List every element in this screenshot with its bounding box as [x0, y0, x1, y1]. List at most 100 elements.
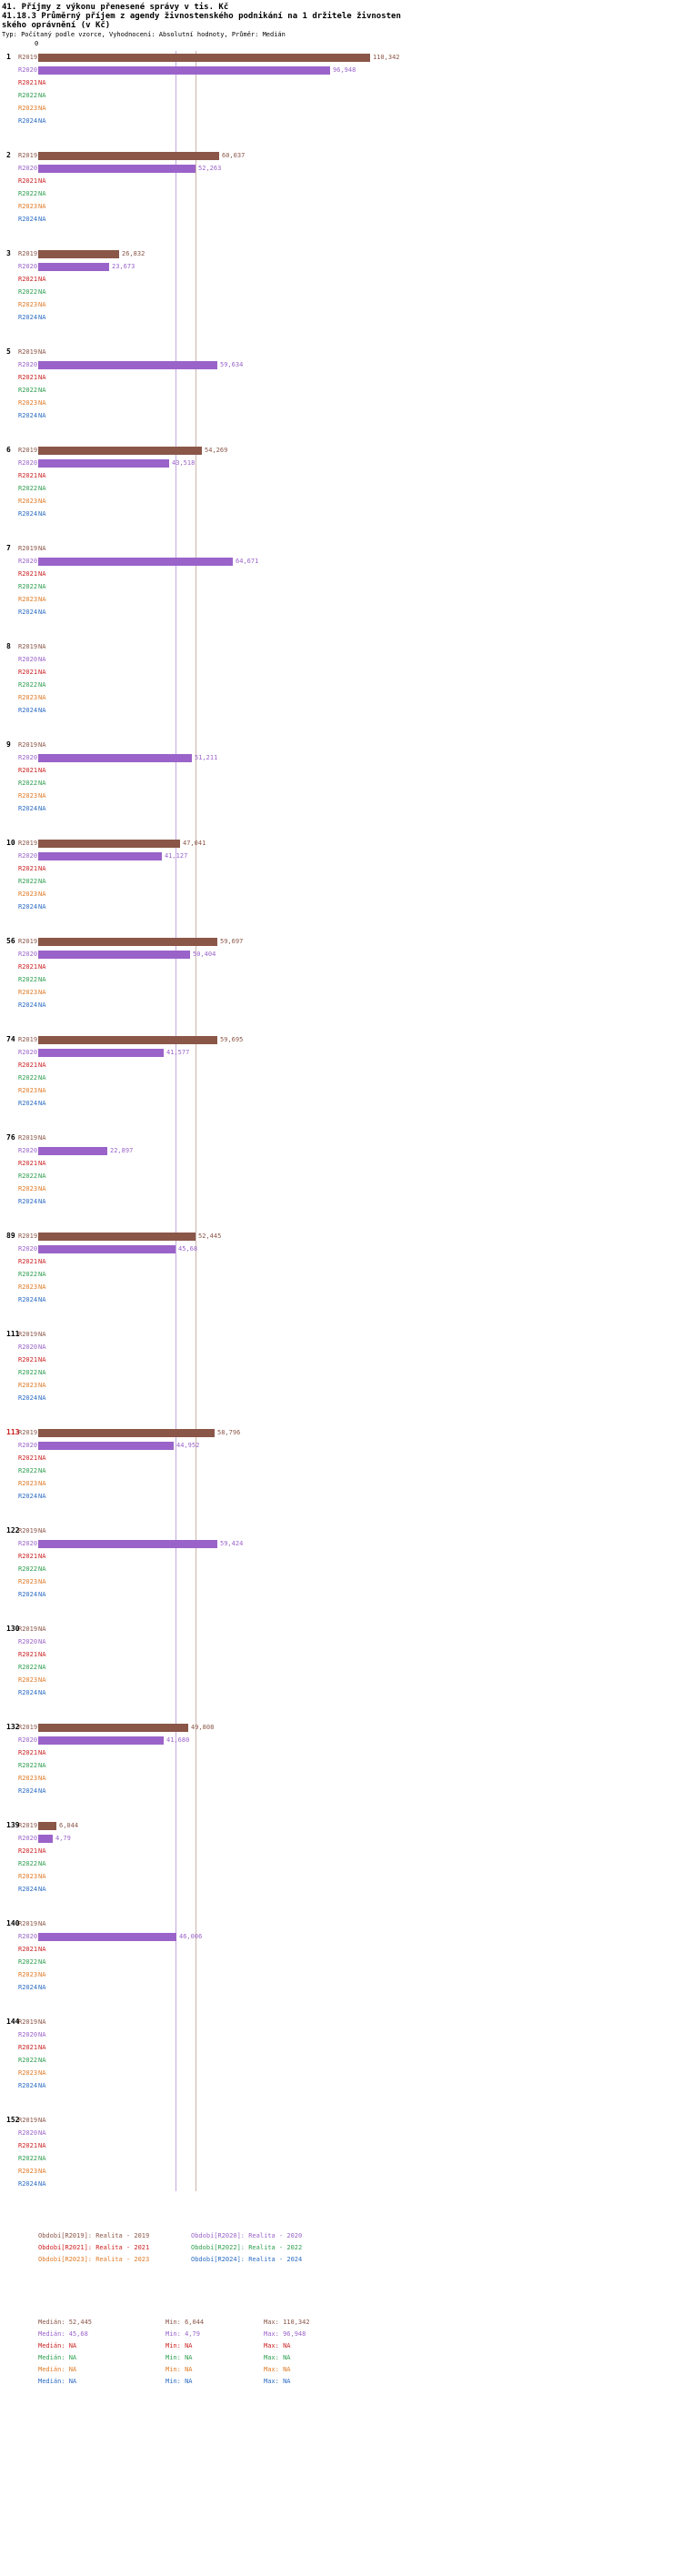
- bar-R2019: [38, 1821, 56, 1830]
- period-label: R2022: [18, 877, 38, 885]
- bar-row-130-R2022: R2022 NA: [0, 1661, 682, 1674]
- bar-row-139-R2024: R2024 NA: [0, 1883, 682, 1896]
- na-value-label: NA: [38, 878, 46, 885]
- na-value-label: NA: [38, 92, 46, 99]
- na-value-label: NA: [38, 865, 46, 872]
- bar-row-3-R2019: R2019 26,832: [0, 247, 682, 260]
- period-label: R2021: [18, 471, 38, 479]
- bar-R2020: [38, 950, 190, 959]
- bar-value-label: 58,796: [217, 1429, 241, 1436]
- bar-row-76-R2022: R2022 NA: [0, 1170, 682, 1182]
- bar-R2020: [38, 1146, 107, 1155]
- bar-row-89-R2024: R2024 NA: [0, 1293, 682, 1306]
- period-label: R2024: [18, 509, 38, 518]
- bar-row-3-R2024: R2024 NA: [0, 311, 682, 324]
- stat-min-R2019: Min: 6,044: [165, 2318, 205, 2326]
- bar-row-74-R2019: R2019 59,695: [0, 1033, 682, 1046]
- group-113: 113 R2019 58,796 R2020 44,952 R2021 NA R2022 NA R…: [0, 1426, 682, 1503]
- period-label: R2024: [18, 608, 38, 616]
- bar-value-label: 41,127: [165, 852, 188, 860]
- bar-row-140-R2019: R2019 NA: [0, 1917, 682, 1930]
- bar-row-8-R2022: R2022 NA: [0, 679, 682, 691]
- bar-row-9-R2021: R2021 NA: [0, 764, 682, 777]
- na-value-label: NA: [38, 891, 46, 898]
- na-value-label: NA: [38, 105, 46, 112]
- bar-row-5-R2019: R2019 NA: [0, 346, 682, 358]
- bar-row-144-R2023: R2023 NA: [0, 2067, 682, 2079]
- bar-row-74-R2023: R2023 NA: [0, 1084, 682, 1097]
- period-label: R2019: [18, 249, 38, 257]
- period-label: R2024: [18, 902, 38, 911]
- group-label-140: 140: [6, 1919, 20, 1927]
- period-label: R2020: [18, 1932, 38, 1940]
- na-value-label: NA: [38, 1172, 46, 1180]
- na-value-label: NA: [38, 643, 46, 650]
- na-value-label: NA: [38, 1074, 46, 1082]
- period-label: R2022: [18, 1466, 38, 1474]
- period-label: R2019: [18, 1526, 38, 1535]
- bar-R2020: [38, 1441, 174, 1450]
- period-label: R2020: [18, 360, 38, 368]
- group-label-10: 10: [6, 839, 15, 847]
- na-value-label: NA: [38, 510, 46, 518]
- group-label-56: 56: [6, 937, 15, 945]
- bar-chart-plot: 1 R2019 110,342 R2020 96,948 R2021 NA R2022 NA R2…: [0, 51, 682, 2213]
- na-value-label: NA: [38, 1331, 46, 1338]
- na-value-label: NA: [38, 1638, 46, 1645]
- bar-row-113-R2021: R2021 NA: [0, 1452, 682, 1464]
- period-label: R2020: [18, 2128, 38, 2137]
- na-value-label: NA: [38, 1296, 46, 1303]
- bar-row-74-R2021: R2021 NA: [0, 1059, 682, 1072]
- bar-row-2-R2020: R2020 52,263: [0, 162, 682, 175]
- group-56: 56 R2019 59,697 R2020 50,404 R2021 NA R2022 NA R2…: [0, 935, 682, 1011]
- period-label: R2023: [18, 595, 38, 603]
- na-value-label: NA: [38, 190, 46, 197]
- group-label-7: 7: [6, 544, 11, 552]
- period-label: R2022: [18, 1172, 38, 1180]
- bar-row-2-R2022: R2022 NA: [0, 187, 682, 200]
- na-value-label: NA: [38, 1689, 46, 1696]
- na-value-label: NA: [38, 1258, 46, 1265]
- period-label: R2024: [18, 1492, 38, 1500]
- period-label: R2023: [18, 693, 38, 701]
- bar-row-74-R2020: R2020 41,577: [0, 1046, 682, 1059]
- period-label: R2019: [18, 544, 38, 552]
- period-label: R2020: [18, 2030, 38, 2038]
- stat-max-R2023: Max: NA: [264, 2365, 291, 2373]
- bar-row-3-R2021: R2021 NA: [0, 273, 682, 286]
- period-label: R2020: [18, 950, 38, 958]
- stats-row-R2022: Medián: NA Min: NA Max: NA: [38, 2351, 682, 2363]
- bar-row-122-R2023: R2023 NA: [0, 1575, 682, 1588]
- na-value-label: NA: [38, 2057, 46, 2064]
- bar-row-3-R2022: R2022 NA: [0, 286, 682, 298]
- period-label: R2019: [18, 1330, 38, 1338]
- na-value-label: NA: [38, 1886, 46, 1893]
- bar-row-2-R2019: R2019 60,037: [0, 149, 682, 162]
- bar-row-6-R2020: R2020 43,518: [0, 457, 682, 469]
- period-label: R2024: [18, 1885, 38, 1893]
- bar-row-7-R2020: R2020 64,671: [0, 555, 682, 568]
- na-value-label: NA: [38, 498, 46, 505]
- na-value-label: NA: [38, 1185, 46, 1192]
- group-label-2: 2: [6, 151, 11, 159]
- period-label: R2019: [18, 937, 38, 945]
- group-5: 5 R2019 NA R2020 59,634 R2021 NA R2022 NA R2023 NA…: [0, 346, 682, 422]
- stats-row-R2024: Medián: NA Min: NA Max: NA: [38, 2375, 682, 2387]
- bar-value-label: 59,695: [220, 1036, 244, 1043]
- period-label: R2024: [18, 116, 38, 125]
- na-value-label: NA: [38, 2129, 46, 2137]
- period-label: R2021: [18, 668, 38, 676]
- bar-row-152-R2024: R2024 NA: [0, 2178, 682, 2190]
- bar-row-10-R2022: R2022 NA: [0, 875, 682, 888]
- period-label: R2022: [18, 1565, 38, 1573]
- bar-row-76-R2021: R2021 NA: [0, 1157, 682, 1170]
- legend-item-R2020: Období[R2020]: Realita - 2020: [191, 2232, 303, 2239]
- period-label: R2021: [18, 766, 38, 774]
- period-label: R2021: [18, 1650, 38, 1658]
- bar-R2020: [38, 1932, 176, 1941]
- period-label: R2022: [18, 1859, 38, 1867]
- bar-R2020: [38, 65, 330, 75]
- na-value-label: NA: [38, 1198, 46, 1205]
- na-value-label: NA: [38, 669, 46, 676]
- period-label: R2023: [18, 1675, 38, 1684]
